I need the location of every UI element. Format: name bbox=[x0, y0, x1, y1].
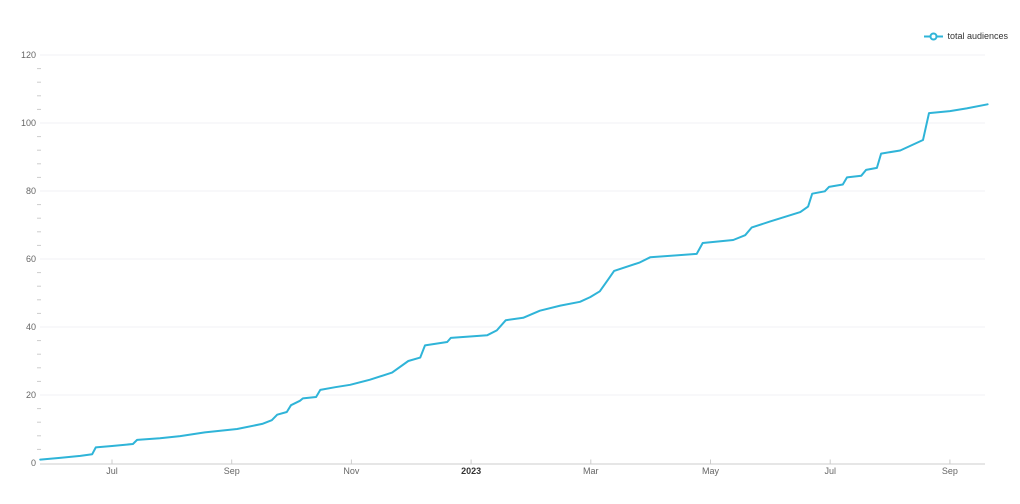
y-axis-label: 120 bbox=[21, 50, 36, 60]
y-axis-label: 60 bbox=[26, 254, 36, 264]
x-axis-label: Sep bbox=[942, 466, 958, 476]
x-axis-label: May bbox=[702, 466, 720, 476]
x-axis-label: Mar bbox=[583, 466, 599, 476]
series-line-total-audiences[interactable] bbox=[39, 103, 989, 461]
y-axis-label: 80 bbox=[26, 186, 36, 196]
legend-line-marker-icon bbox=[924, 32, 944, 41]
y-axis-label: 100 bbox=[21, 118, 36, 128]
legend-marker-circle bbox=[929, 32, 938, 40]
x-axis-label: Jul bbox=[106, 466, 118, 476]
y-axis-label: 40 bbox=[26, 322, 36, 332]
x-axis-label: Nov bbox=[343, 466, 360, 476]
legend-label: total audiences bbox=[947, 31, 1008, 41]
x-axis-label: Sep bbox=[224, 466, 240, 476]
y-axis-label: 0 bbox=[31, 458, 36, 468]
legend-item-total-audiences[interactable]: total audiences bbox=[924, 30, 1008, 42]
y-axis-label: 20 bbox=[26, 390, 36, 400]
x-axis-label: Jul bbox=[824, 466, 836, 476]
x-axis-label: 2023 bbox=[461, 466, 481, 476]
